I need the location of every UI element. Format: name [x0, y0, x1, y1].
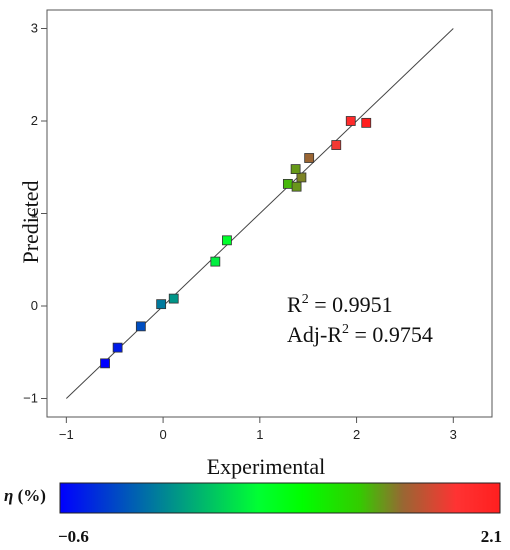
data-point — [290, 164, 301, 175]
y-axis-title: Predicted — [18, 180, 43, 263]
y-tick-label: 2 — [31, 113, 38, 128]
data-point — [331, 140, 342, 150]
data-point — [345, 116, 356, 126]
reference-line — [66, 28, 454, 399]
x-tick-label: 2 — [353, 427, 360, 442]
data-point — [222, 235, 232, 246]
plot-frame — [46, 9, 493, 418]
adj-r2-annotation: Adj-R2 = 0.9754 — [287, 322, 433, 347]
data-point — [282, 178, 293, 189]
data-point — [168, 293, 179, 304]
data-point — [296, 172, 307, 183]
colorbar — [59, 482, 501, 514]
data-point — [291, 181, 302, 192]
y-tick-label: 1 — [31, 206, 38, 221]
colorbar-max-label: 2.1 — [481, 527, 502, 546]
x-tick-label: 0 — [159, 427, 166, 442]
data-point — [100, 358, 110, 369]
x-tick-label: 1 — [256, 427, 263, 442]
data-point — [112, 342, 123, 353]
colorbar-title: η (%) — [4, 486, 46, 505]
data-point — [361, 117, 372, 128]
data-point — [210, 256, 221, 267]
data-point — [156, 299, 167, 310]
x-tick-label: 3 — [450, 427, 457, 442]
colorbar-min-label: −0.6 — [58, 527, 89, 546]
x-axis-title: Experimental — [207, 454, 326, 479]
data-point — [304, 153, 315, 163]
x-tick-label: −1 — [59, 427, 74, 442]
y-tick-label: 3 — [31, 21, 38, 36]
axis-ticks: −1 0 1 2 3 −1 0 1 2 3 — [23, 21, 457, 443]
y-tick-label: 0 — [31, 298, 38, 313]
y-tick-label: −1 — [23, 391, 38, 406]
r2-annotation: R2 = 0.9951 — [287, 292, 393, 317]
data-point — [135, 321, 146, 332]
data-points — [100, 116, 372, 369]
